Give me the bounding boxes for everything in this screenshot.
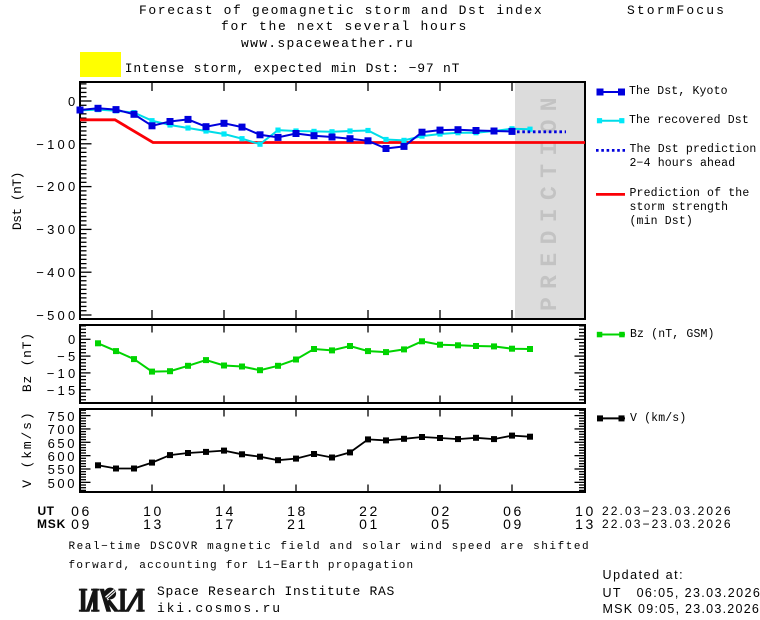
svg-text:PREDICTION: PREDICTION [537, 89, 563, 311]
